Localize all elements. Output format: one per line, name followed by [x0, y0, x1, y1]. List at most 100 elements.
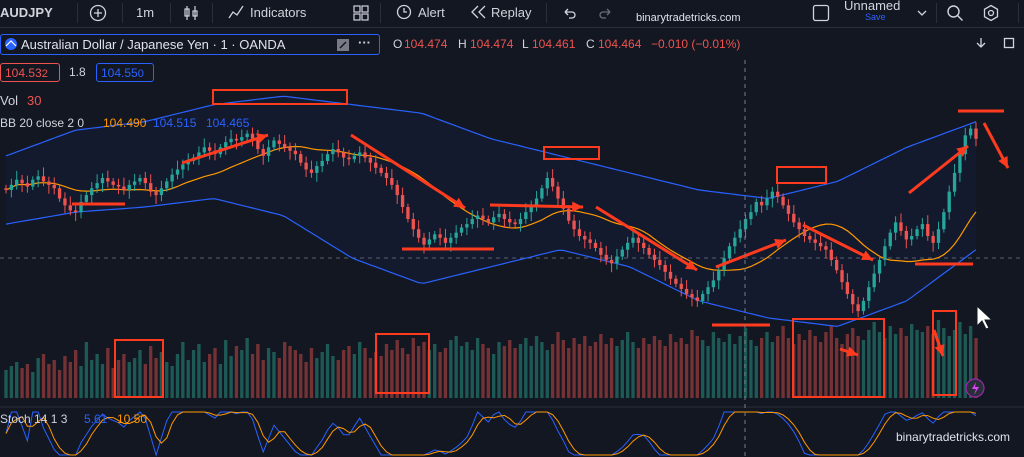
chart-type-button[interactable]: [183, 0, 199, 27]
legend-title-box[interactable]: Australian Dollar / Japanese Yen · 1 · O…: [0, 34, 380, 55]
symbol-search-button[interactable]: AUDJPY: [0, 5, 53, 20]
layout-button[interactable]: [812, 0, 830, 27]
arrow-down-icon: [976, 38, 986, 48]
volume-bar: [191, 350, 196, 398]
undo-button[interactable]: [561, 0, 577, 27]
undo-icon: [564, 8, 576, 19]
volume-bar: [438, 352, 442, 398]
candle-body: [9, 184, 14, 190]
candle-body: [100, 178, 105, 184]
candle-body: [508, 218, 512, 223]
settings-button[interactable]: [982, 0, 1000, 27]
volume-bar: [968, 326, 973, 398]
layout-menu-button[interactable]: [917, 0, 927, 27]
save-button[interactable]: Save: [865, 12, 886, 22]
volume-bar: [165, 362, 169, 398]
bollinger-bands: [5, 95, 977, 328]
scroll-down-button[interactable]: [972, 36, 990, 54]
annotation-box: [212, 89, 348, 105]
candle-body: [824, 246, 828, 250]
spread-value: 1.8: [69, 65, 86, 79]
toolbar-divider: [1018, 3, 1019, 23]
candle-body: [518, 218, 523, 225]
volume-bar: [422, 342, 426, 398]
candle-body: [818, 242, 823, 247]
volume-bar: [695, 336, 699, 398]
redo-icon: [599, 8, 611, 19]
candle-body: [181, 164, 185, 170]
candle-body: [711, 280, 716, 288]
candle-body: [106, 178, 110, 182]
candle-body: [127, 184, 131, 190]
volume-bar: [513, 348, 517, 398]
volume-bar: [197, 344, 201, 398]
volume-bar: [717, 338, 721, 398]
volume-bar: [122, 354, 126, 398]
chart-grid: [0, 257, 1024, 408]
volume-bar: [759, 338, 764, 398]
candle-body: [454, 232, 458, 238]
volume-bar: [15, 362, 19, 398]
layout-name[interactable]: Unnamed: [844, 0, 901, 13]
volume-bar: [127, 362, 131, 398]
interval-button[interactable]: 1m: [136, 5, 155, 20]
candle-body: [336, 149, 340, 153]
alert-button[interactable]: Alert: [396, 0, 445, 27]
candle-body: [406, 207, 410, 219]
candle-body: [31, 179, 35, 187]
volume-bar: [529, 346, 533, 398]
search-button[interactable]: [946, 0, 964, 27]
candle-body: [309, 169, 314, 173]
redo-button[interactable]: [598, 0, 614, 27]
chart-canvas[interactable]: [0, 28, 1024, 457]
volume-bar: [690, 330, 694, 398]
plus-circle-icon: [89, 4, 107, 22]
legend-more-button[interactable]: ···: [358, 35, 371, 50]
candle-body: [636, 237, 641, 243]
candle-body: [545, 178, 549, 189]
volume-bar: [567, 348, 571, 398]
candle-body: [207, 147, 212, 151]
annotation-box: [114, 339, 164, 398]
volume-bar: [363, 348, 367, 398]
candle-body: [625, 242, 630, 250]
replay-button[interactable]: Replay: [470, 0, 531, 27]
candle-body: [266, 147, 271, 156]
volume-bar: [765, 332, 769, 398]
buy-price-pip: 0: [137, 68, 144, 80]
volume-bar: [170, 366, 174, 398]
volume-bar: [406, 354, 410, 398]
volume-bar: [95, 354, 99, 398]
maximize-pane-button[interactable]: [1000, 36, 1018, 54]
sell-price-button[interactable]: 104.532: [0, 63, 60, 82]
indicators-button[interactable]: Indicators: [228, 0, 306, 27]
annotation-arrow: [715, 238, 787, 269]
candle-body: [588, 239, 592, 243]
volume-bar: [738, 336, 742, 398]
candle-body: [57, 188, 62, 199]
candle-body: [668, 271, 673, 279]
gear-icon: [983, 4, 999, 22]
candle-body: [449, 237, 453, 243]
volume-bar: [593, 342, 598, 398]
candle-body: [438, 234, 442, 238]
candle-body: [733, 237, 737, 247]
volume-bar: [952, 330, 957, 398]
add-symbol-button[interactable]: [89, 0, 107, 27]
buy-price-button[interactable]: 104.550: [96, 63, 154, 82]
volume-bar: [31, 372, 35, 398]
volume-bar: [856, 336, 860, 398]
volume-bar: [36, 358, 40, 398]
candle-body: [229, 138, 233, 143]
annotation-arrow: [802, 223, 874, 262]
volume-bar: [416, 346, 421, 398]
volume-bar: [647, 344, 651, 398]
candle-body: [502, 213, 507, 219]
candle-body: [893, 222, 898, 233]
maximize-icon: [1003, 37, 1015, 49]
annotation-arrowhead: [956, 146, 968, 157]
volume-bar: [132, 358, 137, 398]
volume-bar: [459, 346, 464, 398]
volume-bar: [400, 348, 405, 398]
templates-button[interactable]: [352, 0, 370, 27]
